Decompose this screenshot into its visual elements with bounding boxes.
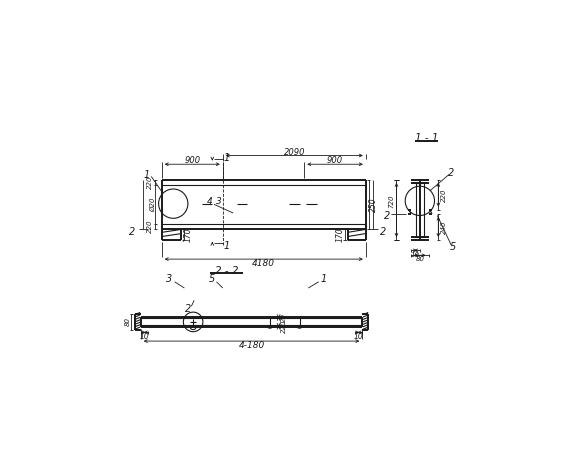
Text: 3: 3 [217,198,222,207]
Text: 10: 10 [411,251,420,258]
Text: 1 - 1: 1 - 1 [415,133,439,143]
Text: 1: 1 [223,241,230,251]
Text: 4-180: 4-180 [239,341,265,350]
Text: 10: 10 [140,332,149,341]
Text: 10: 10 [354,332,363,341]
Text: 2090: 2090 [284,148,305,157]
Text: 170: 170 [336,227,345,241]
Text: 80: 80 [125,318,131,327]
Text: 220: 220 [147,176,153,189]
Text: Ø20: Ø20 [149,197,156,212]
Text: 2: 2 [380,227,386,237]
Text: 170: 170 [184,227,193,241]
Text: 250: 250 [369,197,378,212]
Text: 1: 1 [144,170,150,180]
Text: 2: 2 [448,168,455,178]
Text: 1: 1 [224,153,230,163]
Text: 900: 900 [327,155,343,164]
Text: 900: 900 [184,155,200,164]
Text: 2: 2 [384,211,390,221]
Text: 1: 1 [321,275,327,284]
Text: 220: 220 [147,219,153,233]
Text: 4180: 4180 [252,259,275,268]
Text: 2: 2 [185,304,191,314]
Text: 2 - 2: 2 - 2 [214,265,238,275]
Text: 4: 4 [206,198,213,207]
Text: 3: 3 [166,275,172,284]
Text: 5: 5 [209,275,215,284]
Text: 220: 220 [281,319,287,333]
Text: 220: 220 [440,188,447,202]
Text: 80: 80 [415,256,424,262]
Text: 2: 2 [129,227,135,237]
Text: 240: 240 [440,220,447,234]
Text: 720: 720 [388,194,394,207]
Text: 5: 5 [450,242,456,252]
Text: 20: 20 [281,313,287,322]
